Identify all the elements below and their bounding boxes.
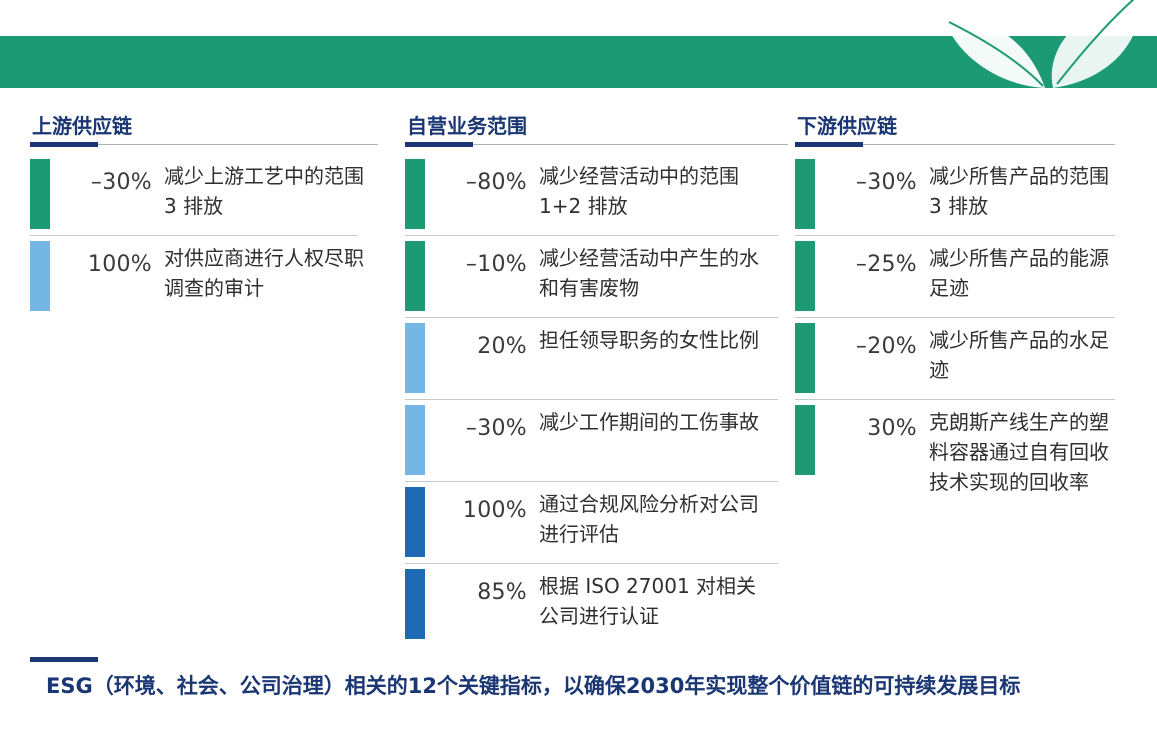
kpi-value: –30% [465, 416, 527, 441]
kpi-description: 减少工作期间的工伤事故 [539, 410, 759, 434]
kpi-row: 20% 担任领导职务的女性比例 [405, 321, 778, 403]
kpi-description: 减少上游工艺中的范围 3 排放 [164, 164, 364, 218]
kpi-value: 20% [477, 334, 527, 359]
downstream-column: 下游供应链 –30% 减少所售产品的范围 3 排放 –25% 减少所售产品的能源… [795, 110, 1115, 494]
kpi-value: –80% [465, 170, 527, 195]
kpi-description: 减少经营活动中产生的水和有害废物 [539, 246, 759, 300]
downstream-header-rule [795, 142, 1115, 149]
row-divider [405, 317, 778, 318]
row-divider [405, 481, 778, 482]
operations-title: 自营业务范围 [407, 114, 527, 138]
kpi-row: 100% 对供应商进行人权尽职调查的审计 [30, 239, 364, 321]
kpi-description: 担任领导职务的女性比例 [539, 328, 759, 352]
kpi-description: 减少所售产品的能源足迹 [929, 246, 1109, 300]
kpi-bar [795, 323, 815, 393]
kpi-row: –30% 减少上游工艺中的范围 3 排放 [30, 157, 378, 239]
kpi-bar [405, 323, 425, 393]
row-divider [795, 399, 1115, 400]
row-divider [405, 235, 778, 236]
operations-header-rule [405, 142, 788, 149]
leaf-icon [943, 0, 1141, 88]
kpi-description: 减少所售产品的范围 3 排放 [929, 164, 1109, 218]
kpi-description: 对供应商进行人权尽职调查的审计 [164, 246, 364, 300]
kpi-bar [795, 405, 815, 475]
footer-rule [30, 657, 98, 662]
upstream-title: 上游供应链 [32, 114, 132, 138]
kpi-row: 30% 克朗斯产线生产的塑料容器通过自有回收技术实现的回收率 [795, 403, 1115, 543]
kpi-description: 通过合规风险分析对公司进行评估 [539, 492, 759, 546]
row-divider [405, 399, 778, 400]
kpi-bar [405, 159, 425, 229]
kpi-row: 100% 通过合规风险分析对公司进行评估 [405, 485, 778, 567]
kpi-description: 减少所售产品的水足迹 [929, 328, 1109, 382]
operations-column: 自营业务范围 –80% 减少经营活动中的范围 1+2 排放 –10% 减少经营活… [405, 110, 788, 639]
kpi-description: 根据 ISO 27001 对相关公司进行认证 [539, 574, 757, 628]
kpi-description: 克朗斯产线生产的塑料容器通过自有回收技术实现的回收率 [929, 410, 1109, 494]
footer-caption: ESG（环境、社会、公司治理）相关的12个关键指标，以确保2030年实现整个价值… [46, 674, 1021, 698]
kpi-row: –20% 减少所售产品的水足迹 [795, 321, 1115, 403]
kpi-row: –10% 减少经营活动中产生的水和有害废物 [405, 239, 778, 321]
downstream-title: 下游供应链 [797, 114, 897, 138]
row-divider [795, 235, 1115, 236]
kpi-row: –80% 减少经营活动中的范围 1+2 排放 [405, 157, 778, 239]
kpi-row: –30% 减少工作期间的工伤事故 [405, 403, 778, 485]
kpi-row: 85% 根据 ISO 27001 对相关公司进行认证 [405, 567, 778, 649]
row-divider [795, 317, 1115, 318]
kpi-bar [405, 405, 425, 475]
kpi-bar [30, 241, 50, 311]
kpi-value: 30% [867, 416, 917, 441]
kpi-description: 减少经营活动中的范围 1+2 排放 [539, 164, 739, 218]
kpi-row: –30% 减少所售产品的范围 3 排放 [795, 157, 1115, 239]
kpi-value: –25% [855, 252, 917, 277]
upstream-column: 上游供应链 –30% 减少上游工艺中的范围 3 排放 100% 对供应商进行人权… [30, 110, 378, 311]
kpi-value: –30% [855, 170, 917, 195]
kpi-bar [405, 241, 425, 311]
kpi-row: –25% 减少所售产品的能源足迹 [795, 239, 1115, 321]
kpi-bar [795, 241, 815, 311]
kpi-value: 100% [462, 498, 527, 523]
kpi-bar [405, 569, 425, 639]
kpi-value: –20% [855, 334, 917, 359]
kpi-value: 100% [87, 252, 152, 277]
kpi-bar [795, 159, 815, 229]
upstream-header-rule [30, 142, 378, 149]
row-divider [30, 235, 358, 236]
kpi-value: 85% [477, 580, 527, 605]
kpi-value: –10% [465, 252, 527, 277]
row-divider [405, 563, 778, 564]
kpi-value: –30% [90, 170, 152, 195]
kpi-bar [30, 159, 50, 229]
kpi-bar [405, 487, 425, 557]
